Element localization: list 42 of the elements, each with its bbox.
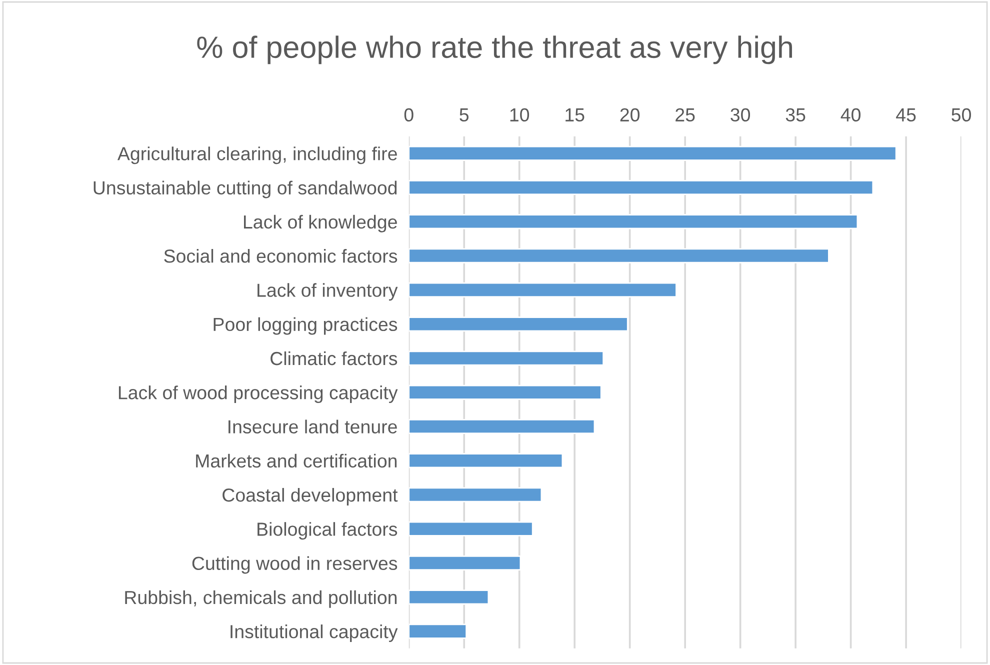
x-tick-label: 0 (404, 108, 414, 122)
bar (408, 282, 677, 298)
y-tick-label: Unsustainable cutting of sandalwood (94, 180, 397, 198)
bar (408, 146, 897, 161)
bar (408, 316, 628, 332)
x-tick-label: 40 (840, 108, 860, 122)
y-tick-label: Biological factors (258, 522, 398, 540)
y-tick-label: Lack of knowledge (244, 214, 397, 232)
y-tick-label: Social and economic factors (164, 249, 398, 263)
bar (408, 453, 564, 468)
y-tick-label: Lack of wood processing capacity (118, 386, 398, 404)
x-tick-label: 30 (730, 108, 750, 122)
bar (408, 350, 604, 366)
x-tick-label: 25 (676, 108, 695, 122)
y-tick-label: Institutional capacity (230, 624, 398, 642)
y-tick-label: Lack of inventory (258, 283, 398, 301)
x-tick-label: 45 (896, 108, 916, 122)
bar (408, 384, 602, 400)
bar (408, 624, 468, 639)
bar (408, 418, 596, 434)
bar (408, 248, 830, 264)
y-tick-label: Poor logging practices (214, 317, 398, 335)
x-tick-label: 10 (510, 108, 530, 122)
x-tick-label: 50 (952, 108, 971, 122)
y-tick-label: Cutting wood in reserves (192, 556, 398, 574)
bar (408, 214, 858, 230)
y-tick-label: Insecure land tenure (228, 420, 397, 434)
x-tick-label: 20 (620, 108, 640, 122)
bar (408, 556, 522, 571)
y-tick-label: Agricultural clearing, including fire (117, 146, 397, 164)
y-tick-label: Climatic factors (270, 351, 398, 366)
x-tick-label: 5 (460, 108, 469, 122)
x-tick-label: 15 (566, 108, 584, 122)
chart-title: % of people who rate the threat as very high (197, 36, 792, 64)
x-tick-label: 35 (786, 108, 806, 122)
bar (408, 180, 874, 196)
y-tick-label: Coastal development (222, 488, 398, 506)
bar (408, 590, 490, 605)
y-tick-label: Rubbish, chemicals and pollution (125, 590, 397, 608)
bar (408, 487, 542, 502)
y-tick-label: Markets and certification (196, 454, 397, 468)
bar (408, 521, 534, 536)
